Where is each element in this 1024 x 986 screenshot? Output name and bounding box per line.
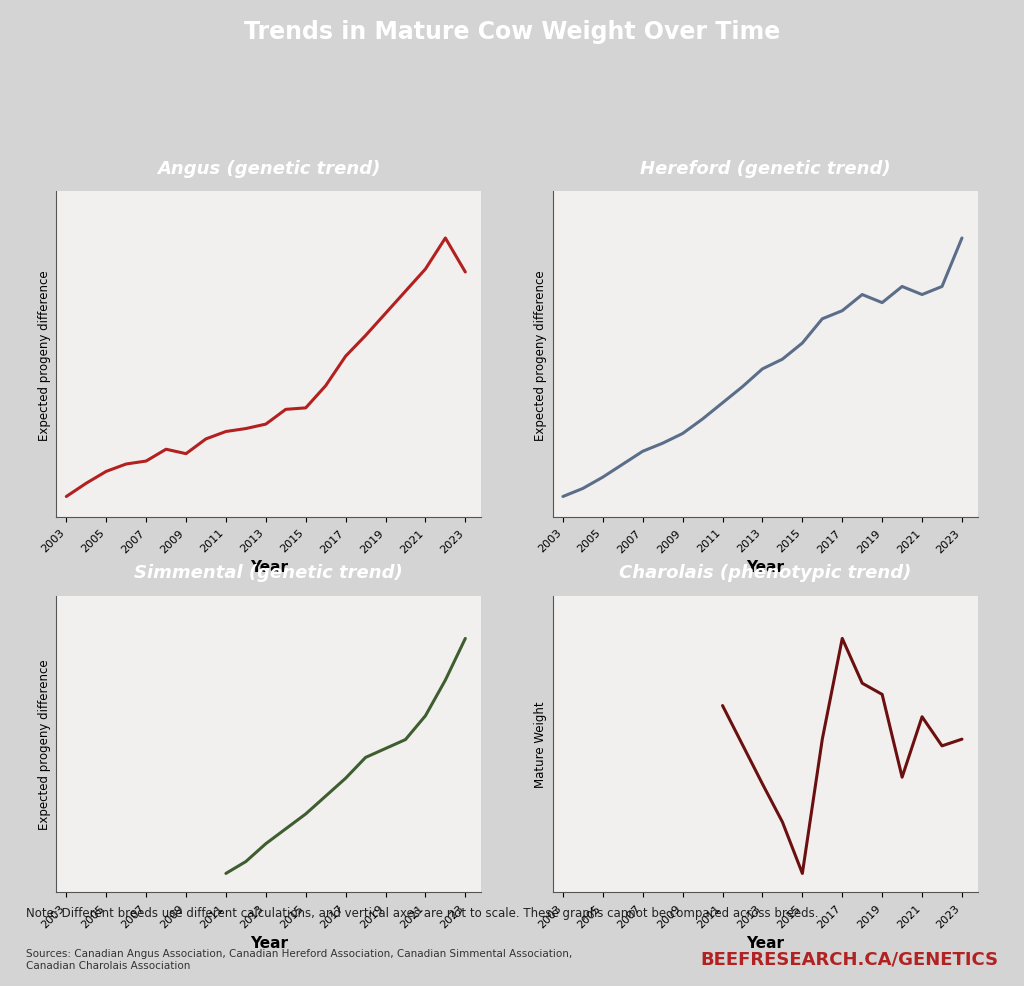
Text: Simmental (genetic trend): Simmental (genetic trend)	[134, 564, 403, 582]
Text: Angus (genetic trend): Angus (genetic trend)	[157, 160, 381, 177]
Y-axis label: Expected progeny difference: Expected progeny difference	[535, 270, 548, 440]
X-axis label: Year: Year	[746, 935, 784, 950]
Y-axis label: Mature Weight: Mature Weight	[535, 701, 548, 788]
Text: Note: Different breeds use different calculations, and vertical axes are not to : Note: Different breeds use different cal…	[26, 906, 818, 920]
Text: Charolais (phenotypic trend): Charolais (phenotypic trend)	[620, 564, 911, 582]
Text: Hereford (genetic trend): Hereford (genetic trend)	[640, 160, 891, 177]
Y-axis label: Expected progeny difference: Expected progeny difference	[38, 660, 51, 829]
X-axis label: Year: Year	[250, 935, 288, 950]
X-axis label: Year: Year	[250, 560, 288, 575]
X-axis label: Year: Year	[746, 560, 784, 575]
Text: Trends in Mature Cow Weight Over Time: Trends in Mature Cow Weight Over Time	[244, 20, 780, 44]
Text: Sources: Canadian Angus Association, Canadian Hereford Association, Canadian Sim: Sources: Canadian Angus Association, Can…	[26, 949, 571, 969]
Y-axis label: Expected progeny difference: Expected progeny difference	[38, 270, 51, 440]
Text: BEEFRESEARCH.CA/GENETICS: BEEFRESEARCH.CA/GENETICS	[700, 950, 998, 968]
